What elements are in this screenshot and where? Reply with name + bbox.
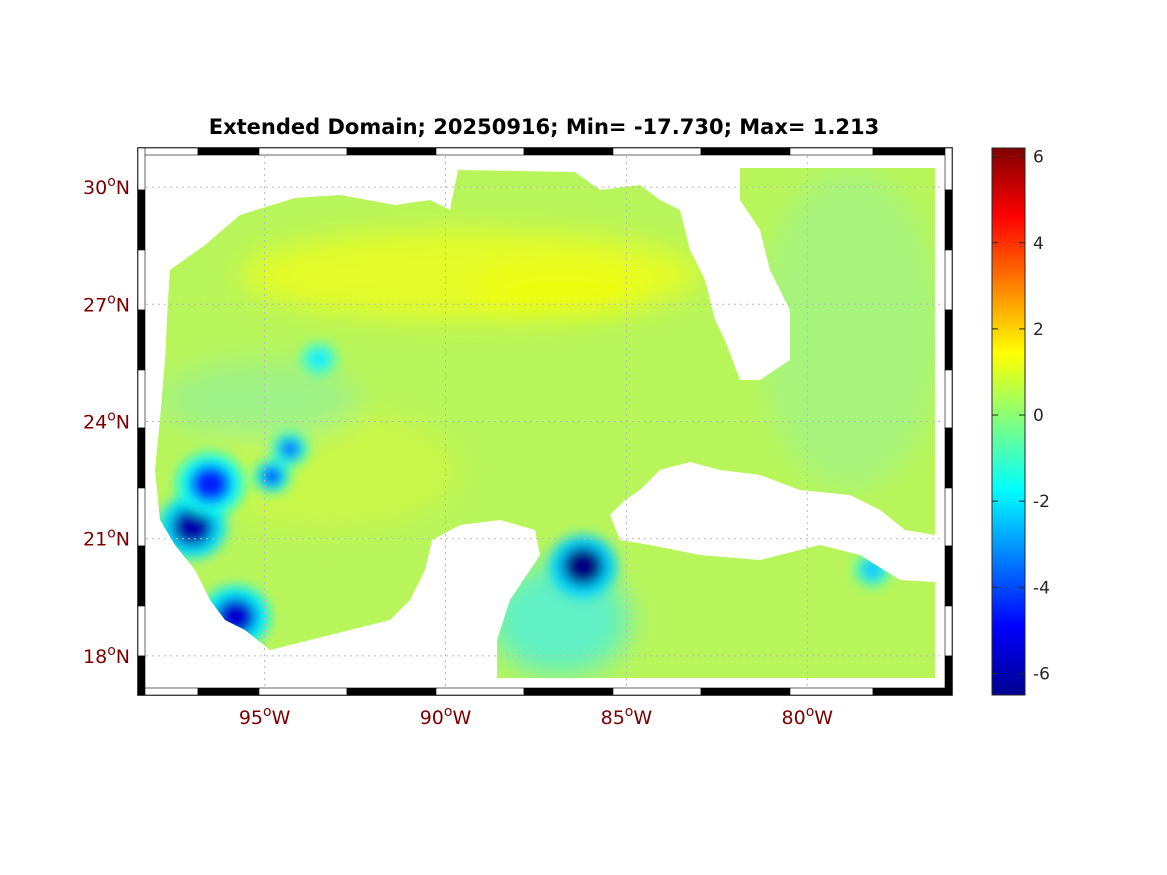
latitude-label: 21oN (83, 526, 130, 551)
frame-segment (944, 487, 953, 547)
latitude-label: 24oN (83, 409, 130, 434)
frame-segment (137, 427, 146, 489)
frame-segment (197, 147, 260, 156)
anomaly-minimum (278, 438, 302, 460)
band-western-gulf (160, 360, 360, 440)
colorbar-ticks: 6 4 2 0 -2 -4 -6 (992, 148, 1050, 684)
frame-segment (137, 147, 199, 156)
sst-anomaly-field (155, 168, 935, 678)
longitude-labels: 95oW 90oW 85oW 80oW (239, 704, 833, 729)
frame-segment (700, 687, 791, 696)
frame-segment (789, 147, 874, 156)
frame-segment (435, 147, 525, 156)
frame-segment (944, 249, 953, 311)
colorbar-tick-label: -6 (1033, 664, 1050, 684)
frame-segment (137, 545, 146, 607)
plot-title: Extended Domain; 20250916; Min= -17.730;… (209, 115, 879, 139)
frame-segment (137, 189, 146, 251)
frame-segment (612, 687, 702, 696)
band-atlantic (760, 170, 935, 490)
frame-segment (346, 687, 437, 696)
latitude-label: 30oN (83, 174, 130, 199)
frame-segment (137, 249, 146, 311)
frame-segment (944, 309, 953, 371)
frame-segment (944, 189, 953, 251)
colorbar-tick-label: -4 (1033, 578, 1050, 598)
anomaly-minimum (189, 464, 232, 504)
latitude-label: 27oN (83, 291, 130, 316)
frame-segment (700, 147, 791, 156)
anomaly-minimum (307, 348, 331, 370)
colorbar-tick-label: -2 (1033, 492, 1050, 512)
longitude-label: 95oW (239, 704, 291, 729)
frame-segment (258, 147, 348, 156)
frame-segment (137, 369, 146, 429)
colorbar (991, 147, 1026, 696)
frame-segment (197, 687, 260, 696)
frame-segment (137, 487, 146, 547)
frame-segment (523, 687, 614, 696)
frame-segment (346, 147, 437, 156)
frame-segment (137, 687, 199, 696)
latitude-labels: 30oN 27oN 24oN 21oN 18oN (83, 174, 130, 668)
frame-segment (944, 427, 953, 489)
frame-segment (944, 147, 953, 191)
colorbar-tick-label: 0 (1033, 406, 1044, 426)
frame-segment (258, 687, 348, 696)
frame-segment (523, 147, 614, 156)
frame-segment (944, 605, 953, 657)
band-northern-gulf-core (470, 265, 650, 315)
anomaly-minimum (861, 559, 884, 581)
anomaly-minimum (171, 507, 214, 547)
anomaly-minimum (214, 597, 257, 637)
latitude-label: 18oN (83, 643, 130, 668)
frame-segment (137, 309, 146, 371)
anomaly-minimum (562, 546, 604, 586)
frame-segment (137, 605, 146, 657)
colorbar-tick-label: 4 (1033, 234, 1044, 254)
frame-segment (137, 655, 146, 696)
longitude-label: 85oW (601, 704, 653, 729)
longitude-label: 90oW (420, 704, 472, 729)
frame-segment (944, 369, 953, 429)
frame-border-ticks (137, 147, 953, 696)
frame-segment (944, 545, 953, 607)
colorbar-tick-label: 2 (1033, 320, 1044, 340)
anomaly-minimum (260, 465, 284, 487)
frame-segment (137, 147, 146, 191)
frame-segment (944, 655, 953, 696)
colorbar-tick-label: 6 (1033, 148, 1044, 168)
frame-segment (435, 687, 525, 696)
longitude-label: 80oW (782, 704, 834, 729)
graticule (146, 156, 944, 687)
frame-segment (789, 687, 874, 696)
frame-segment (872, 147, 953, 156)
frame-segment (872, 687, 953, 696)
frame-segment (612, 147, 702, 156)
